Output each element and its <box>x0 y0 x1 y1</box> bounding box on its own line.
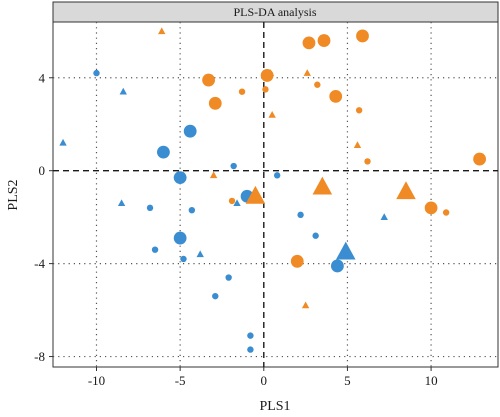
orange-triangle-point <box>301 301 310 309</box>
orange-circle-point <box>314 81 321 88</box>
orange-triangle-point <box>209 171 218 179</box>
reference-lines <box>53 22 498 367</box>
y-axis-ticks: -8 -4 0 4 <box>34 70 53 364</box>
chart-title: PLS-DA analysis <box>233 5 316 19</box>
y-tick-label: -8 <box>34 349 45 364</box>
blue-circle-point <box>247 346 254 353</box>
blue-triangle-point <box>196 250 204 258</box>
orange-circle-point <box>329 89 343 103</box>
blue-circle-point <box>151 246 159 253</box>
x-tick-label: -10 <box>88 373 105 388</box>
orange-circle-point <box>208 96 222 110</box>
x-tick-label: 10 <box>425 373 438 388</box>
plot-panel <box>52 21 499 368</box>
orange-circle-point <box>473 152 486 166</box>
orange-circle-point <box>238 88 246 95</box>
blue-triangle-point <box>335 241 356 260</box>
orange-triangle-point <box>312 176 333 195</box>
blue-circle-point <box>312 232 319 239</box>
orange-circle-point <box>302 36 316 50</box>
orange-circle-point <box>228 197 236 205</box>
orange-triangle-point <box>303 69 311 76</box>
y-tick-label: 4 <box>39 70 46 85</box>
blue-circle-point <box>212 292 219 300</box>
blue-circle-point <box>225 274 232 281</box>
blue-circle-point <box>146 204 154 212</box>
blue-circle-point <box>180 255 187 263</box>
orange-circle-point <box>442 209 450 216</box>
blue-triangle-point <box>117 199 126 207</box>
x-tick-label: 5 <box>344 373 351 388</box>
orange-circle-point <box>262 86 269 93</box>
blue-triangle-point <box>380 213 388 220</box>
orange-triangle-point <box>266 69 275 76</box>
orange-circle-point <box>364 158 371 165</box>
orange-triangle-point <box>353 141 362 148</box>
blue-circle-point <box>173 231 187 245</box>
blue-triangle-point <box>59 138 67 146</box>
orange-circle-point <box>290 254 304 268</box>
blue-circle-point <box>230 162 237 170</box>
grid-lines <box>53 22 498 367</box>
x-tick-label: -5 <box>175 373 186 388</box>
blue-circle-point <box>173 171 187 185</box>
blue-circle-point <box>183 124 197 138</box>
blue-circle-point <box>247 332 254 339</box>
x-tick-label: 0 <box>261 373 268 388</box>
blue-circle-point <box>297 211 304 219</box>
orange-triangle-point <box>396 181 416 200</box>
orange-circle-point <box>356 29 369 43</box>
x-axis-title: PLS1 <box>259 399 290 414</box>
orange-triangle-point <box>268 111 276 118</box>
x-axis-ticks: -10 -5 0 5 10 <box>88 367 438 388</box>
blue-circle-point <box>330 259 344 273</box>
y-axis-title: PLS2 <box>6 179 21 210</box>
blue-triangle-point <box>119 87 127 95</box>
orange-circle-point <box>424 201 438 215</box>
orange-triangle-point <box>245 185 266 204</box>
orange-circle-point <box>355 107 363 114</box>
orange-circle-point <box>317 34 331 47</box>
y-tick-label: 0 <box>39 163 46 178</box>
blue-circle-point <box>157 145 170 159</box>
y-tick-label: -4 <box>34 256 45 271</box>
blue-triangle-point <box>233 199 241 207</box>
blue-circle-point <box>188 206 196 214</box>
data-points <box>59 27 486 353</box>
orange-circle-point <box>202 73 215 87</box>
orange-triangle-point <box>158 27 166 35</box>
blue-circle-point <box>93 69 100 77</box>
blue-circle-point <box>273 172 281 179</box>
